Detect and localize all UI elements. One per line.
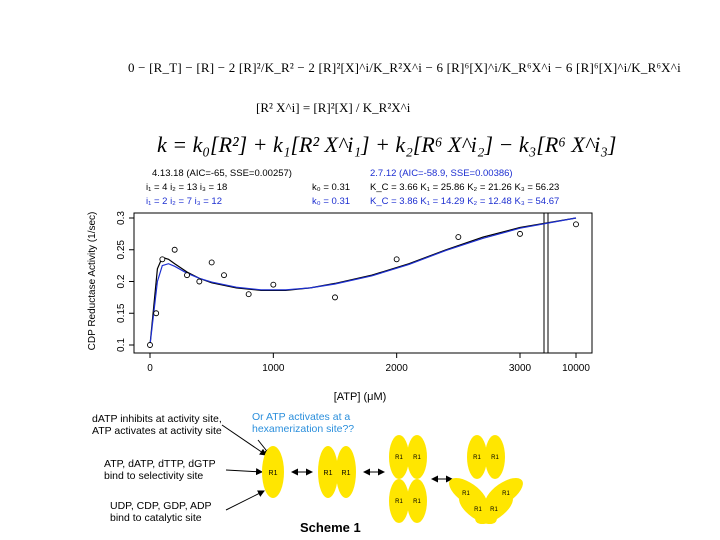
- x-tick-label: 10000: [562, 363, 590, 374]
- hexamer-left-label: R1: [462, 491, 470, 497]
- data-point: [332, 294, 338, 301]
- tetramer-label: R1: [395, 455, 403, 461]
- activity-chart: 0 1000 2000 3000 10000 0.1 0.15 0.2 0.25 0.3 [ATP…: [87, 211, 593, 403]
- fit-left-row1: i₁ = 4 i₂ = 13 i₃ = 18: [146, 182, 228, 193]
- equation-line-3: k = k₀[R²] + k₁[R² X^i₁] + k₂[R⁶ X^i₂] −…: [157, 132, 617, 157]
- y-tick-label: 0.25: [116, 240, 127, 260]
- fit-left-row1k: k₀ = 0.31: [312, 182, 351, 193]
- y-tick-label: 0.15: [116, 303, 127, 323]
- data-point: [221, 272, 227, 279]
- arrow-catalytic: [225, 490, 265, 511]
- equation-line-1: 0 − [R_T] − [R] − 2 [R]²/K_R² − 2 [R]²[X…: [128, 60, 681, 75]
- hexamer-top-label: R1: [473, 455, 481, 461]
- tetramer-bottom-label: R1: [395, 499, 403, 505]
- fit-right-title: 2.7.12 (AIC=-58.9, SSE=0.00386): [370, 168, 513, 179]
- monomer-label: R1: [269, 470, 278, 477]
- scheme-diagram: R1 R1 R1 R1 R1 R1 R1 R1 R1 R1 R1 R1 R1: [221, 424, 523, 525]
- hexamer-right-label: R1: [502, 491, 510, 497]
- data-point: [208, 259, 215, 266]
- x-axis-label: [ATP] (μM): [334, 391, 387, 403]
- svg-text:R1: R1: [474, 507, 482, 513]
- arrow-activity: [221, 424, 267, 456]
- data-point: [159, 256, 166, 263]
- scheme-text-catalytic-site: UDP, CDP, GDP, ADP bind to catalytic site: [110, 500, 212, 524]
- y-tick-label: 0.2: [116, 274, 127, 288]
- x-tick-label: 3000: [509, 363, 532, 374]
- svg-text:R1: R1: [490, 507, 498, 513]
- data-point: [153, 310, 160, 317]
- fit-curve-2: [149, 217, 577, 346]
- data-point: [270, 281, 277, 288]
- dimer-subunit-left: [318, 446, 338, 498]
- dimer-label: R1: [324, 470, 333, 477]
- data-point: [147, 342, 153, 348]
- data-point: [455, 234, 462, 241]
- equation-line-2: [R² X^i] = [R]²[X] / K_R²X^i: [256, 100, 411, 115]
- hexamer-subunit: [467, 435, 487, 479]
- scheme-text-activity-site: dATP inhibits at activity site, ATP activ…: [92, 413, 222, 437]
- x-tick-label: 2000: [386, 363, 409, 374]
- plot-frame: [133, 212, 593, 354]
- svg-text:R1: R1: [342, 470, 351, 477]
- svg-text:R1: R1: [413, 455, 421, 461]
- fit-left-row2: i₁ = 2 i₂ = 7 i₃ = 12: [146, 196, 222, 207]
- fit-curve-1: [149, 217, 577, 346]
- fit-left-row2k: k₀ = 0.31: [312, 196, 351, 207]
- scheme-text-selectivity-site: ATP, dATP, dTTP, dGTP bind to selectivity…: [104, 458, 216, 482]
- data-point: [184, 272, 190, 279]
- fit-right-row2: K_C = 3.86 K₁ = 14.29 K₂ = 12.48 K₃ = 54…: [370, 196, 560, 207]
- svg-text:R1: R1: [413, 499, 421, 505]
- data-point: [393, 256, 400, 263]
- scheme-text-hexamerization: Or ATP activates at a hexamerization site…: [252, 411, 355, 435]
- x-tick-label: 0: [147, 363, 153, 374]
- y-tick-label: 0.3: [116, 211, 127, 225]
- tetramer-subunit: [389, 435, 409, 479]
- x-tick-label: 1000: [262, 363, 285, 374]
- fit-right-row1: K_C = 3.66 K₁ = 25.86 K₂ = 21.26 K₃ = 56…: [370, 182, 560, 193]
- data-point: [171, 246, 178, 253]
- dimer-subunit-right: [336, 446, 356, 498]
- y-tick-label: 0.1: [116, 338, 127, 352]
- scheme-title: Scheme 1: [300, 520, 361, 535]
- fit-left-title: 4.13.18 (AIC=-65, SSE=0.00257): [152, 168, 292, 179]
- y-axis-label: CDP Reductase Activity (1/sec): [87, 212, 98, 351]
- data-point: [245, 291, 252, 298]
- monomer-subunit: [262, 446, 284, 498]
- arrow-selectivity: [225, 468, 263, 476]
- data-point: [517, 230, 523, 237]
- svg-text:R1: R1: [491, 455, 499, 461]
- data-point: [196, 278, 203, 285]
- data-point: [573, 221, 579, 228]
